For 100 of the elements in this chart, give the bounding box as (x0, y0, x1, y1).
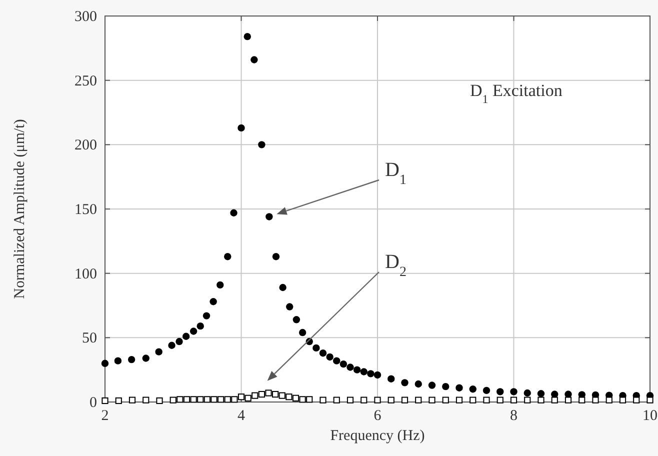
point (170, 396, 176, 404)
point (183, 396, 190, 403)
point (326, 353, 334, 361)
point (551, 396, 558, 404)
point (537, 390, 545, 398)
point (278, 392, 286, 399)
point (128, 396, 136, 404)
point (258, 390, 265, 398)
point (252, 392, 258, 399)
y-tick-label: 250 (74, 73, 97, 90)
point (279, 284, 286, 292)
point (415, 396, 422, 404)
point (306, 396, 313, 403)
point (244, 32, 251, 40)
point (312, 344, 320, 352)
point (606, 396, 612, 404)
point (353, 366, 361, 374)
point (216, 281, 224, 289)
point (286, 303, 294, 310)
point (442, 396, 449, 404)
point (388, 375, 395, 382)
y-tick-label: 200 (74, 138, 97, 154)
point (292, 394, 300, 402)
point (320, 396, 326, 404)
point (155, 348, 162, 356)
point (156, 397, 163, 404)
point (401, 379, 408, 386)
y-tick-label: 300 (74, 9, 97, 25)
point (374, 396, 381, 404)
point (619, 396, 626, 404)
point (442, 382, 450, 390)
x-tick-label: 8 (510, 408, 518, 424)
annotation: D$_{2}$ (385, 251, 406, 280)
point (510, 388, 518, 396)
point (286, 394, 292, 400)
point (292, 316, 300, 324)
point (482, 386, 490, 394)
point (524, 396, 531, 404)
point (646, 396, 654, 404)
point (510, 396, 518, 404)
x-tick-label: 6 (374, 408, 382, 424)
point (346, 396, 354, 404)
point (360, 368, 368, 376)
point (101, 360, 109, 367)
point (197, 396, 204, 403)
x-axis-title: Frequency (Hz) (330, 428, 425, 444)
point (538, 396, 544, 404)
point (114, 357, 122, 364)
y-tick-label: 150 (74, 202, 97, 218)
point (176, 396, 184, 403)
point (142, 354, 150, 362)
point (319, 350, 327, 357)
x-tick-label: 10 (642, 408, 658, 424)
x-tick-label: 2 (101, 408, 109, 424)
point (496, 388, 504, 396)
point (218, 396, 224, 403)
point (456, 384, 463, 392)
point (367, 370, 374, 378)
point (168, 342, 176, 349)
point (564, 390, 572, 398)
point (128, 356, 136, 364)
point (456, 396, 463, 404)
point (428, 382, 436, 389)
point (204, 396, 210, 403)
point (190, 328, 198, 335)
point (272, 390, 279, 398)
point (496, 396, 504, 404)
point (272, 253, 280, 260)
point (230, 209, 238, 216)
point (258, 141, 266, 148)
point (524, 389, 531, 397)
point (414, 380, 422, 388)
point (244, 394, 252, 402)
point (340, 360, 348, 368)
y-tick-label: 50 (82, 330, 97, 347)
point (266, 213, 273, 220)
point (483, 396, 490, 404)
x-tick-label: 4 (238, 408, 246, 424)
y-axis-title: Normalized Amplitude (μm/t) (12, 119, 28, 299)
point (346, 364, 354, 371)
point (250, 56, 258, 64)
point (176, 338, 183, 346)
point (102, 397, 108, 404)
annotation: D$_{1}$ (385, 159, 406, 188)
point (360, 396, 368, 404)
point (142, 396, 150, 404)
point (299, 396, 306, 403)
point (564, 396, 572, 404)
point (224, 253, 232, 260)
y-tick-label: 0 (90, 395, 97, 411)
point (428, 396, 436, 404)
point (401, 396, 408, 404)
point (333, 357, 340, 364)
point (224, 396, 231, 403)
point (190, 396, 197, 403)
point (633, 396, 640, 404)
point (551, 390, 558, 398)
point (592, 396, 599, 404)
point (298, 328, 306, 336)
point (210, 396, 218, 403)
